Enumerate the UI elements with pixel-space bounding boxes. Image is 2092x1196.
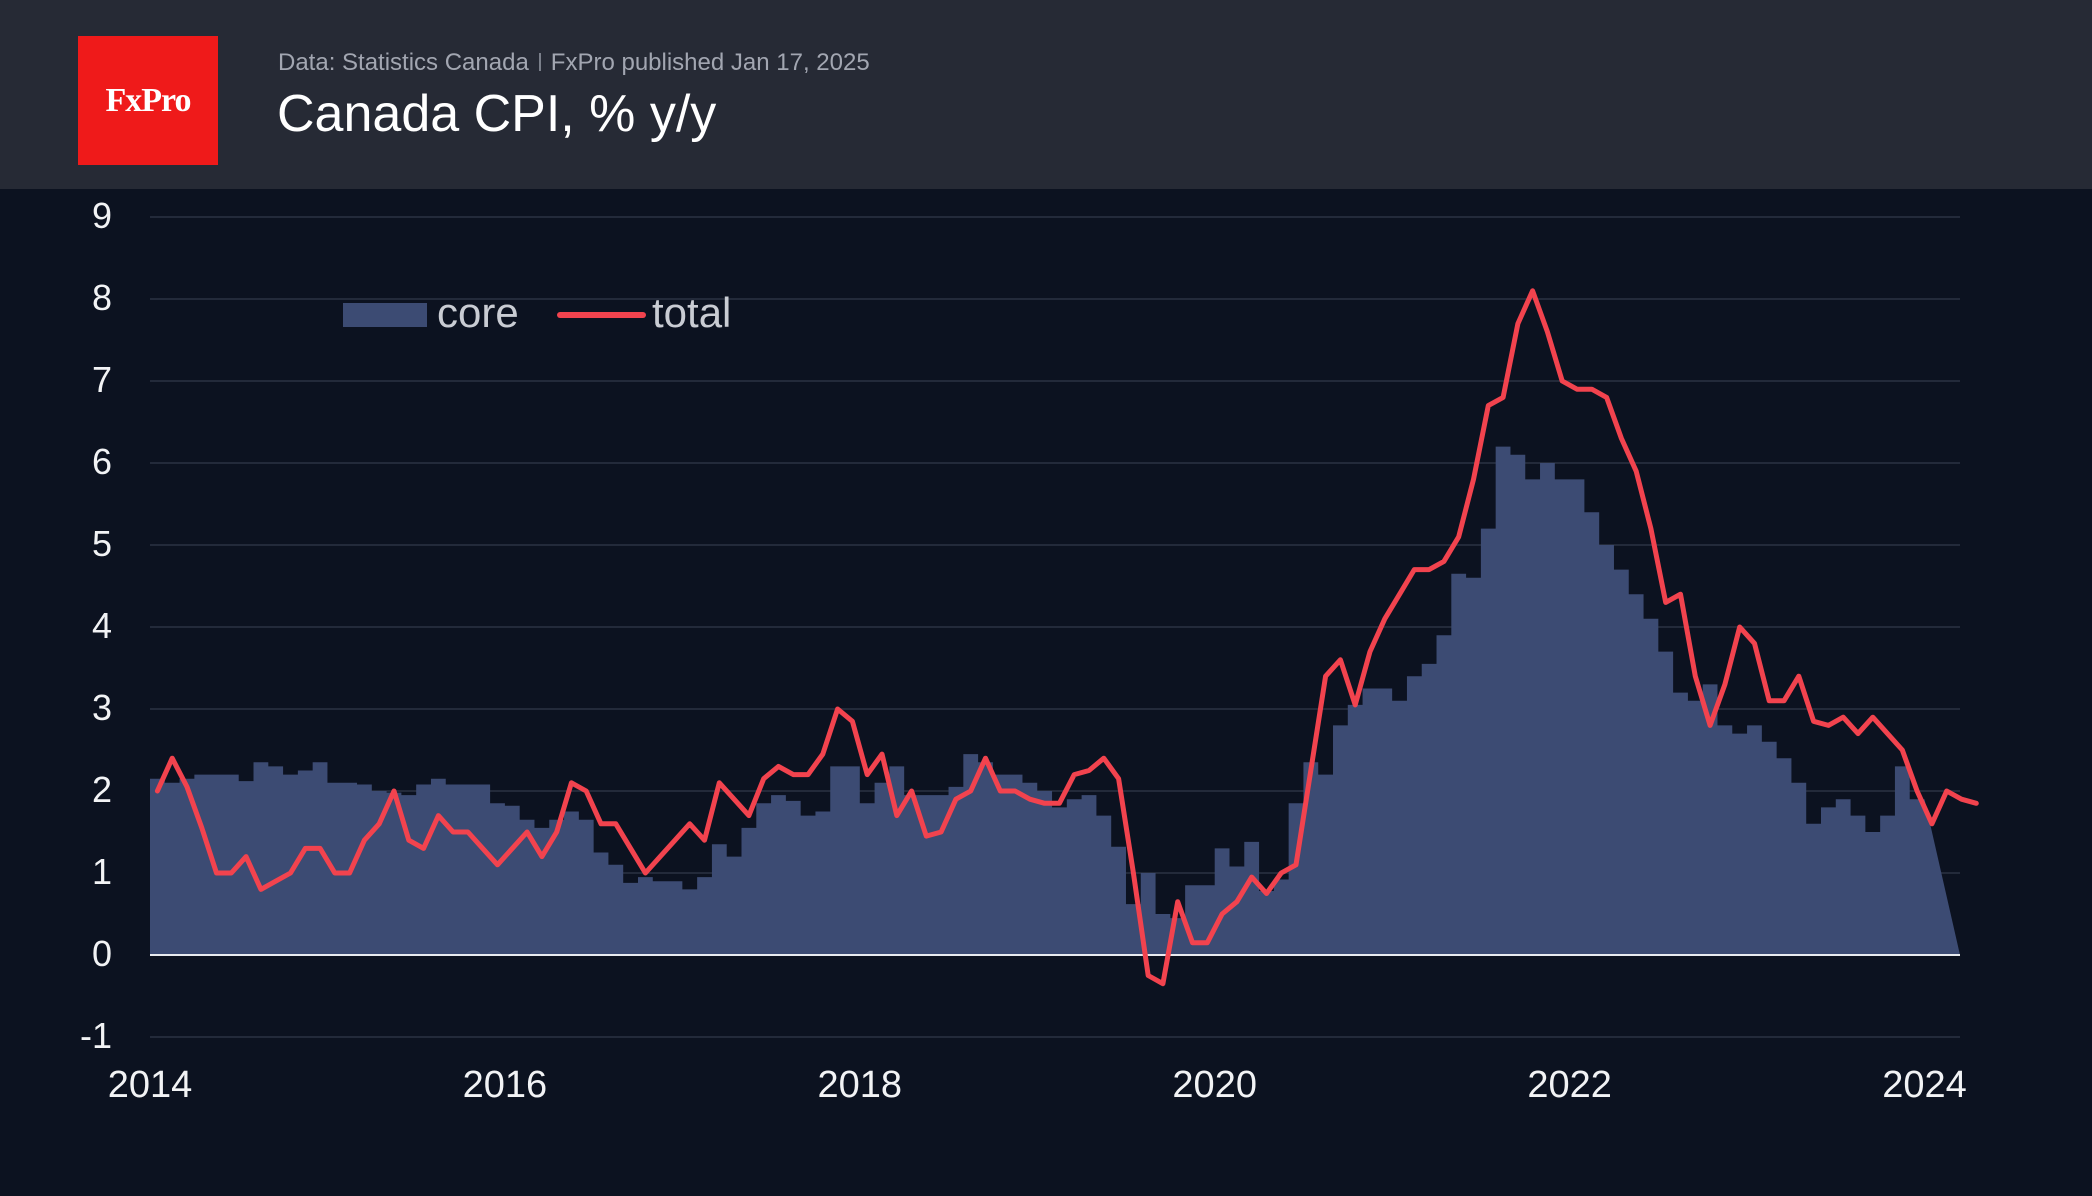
fxpro-logo: FxPro — [78, 36, 218, 165]
published-date: FxPro published Jan 17, 2025 — [550, 49, 870, 76]
legend-total-label: total — [652, 289, 731, 336]
y-tick-label: 5 — [92, 523, 112, 564]
legend-core-label: core — [437, 289, 519, 336]
y-tick-label: 1 — [92, 851, 112, 892]
page-title: Canada CPI, % y/y — [277, 85, 717, 143]
total-series-line — [154, 288, 1979, 987]
x-tick-label: 2024 — [1882, 1064, 1967, 1106]
y-tick-label: 3 — [92, 687, 112, 728]
y-tick-label: -1 — [80, 1015, 112, 1056]
y-tick-label: 9 — [92, 195, 112, 236]
legend-core-swatch — [343, 303, 427, 327]
y-tick-label: 2 — [92, 769, 112, 810]
x-tick-label: 2022 — [1527, 1064, 1612, 1106]
x-tick-label: 2016 — [463, 1064, 548, 1106]
core-series-area — [150, 446, 1960, 955]
x-tick-label: 2018 — [818, 1064, 903, 1106]
chart-metadata: Data: Statistics Canada FxPro published J… — [278, 49, 870, 77]
separator — [538, 53, 541, 71]
x-tick-label: 2020 — [1172, 1064, 1257, 1106]
y-tick-label: 0 — [92, 933, 112, 974]
y-tick-label: 8 — [92, 277, 112, 318]
data-source: Data: Statistics Canada — [278, 49, 529, 76]
header-bar: FxPro Data: Statistics Canada FxPro publi… — [0, 0, 2092, 189]
y-tick-label: 7 — [92, 359, 112, 400]
x-tick-label: 2014 — [108, 1064, 193, 1106]
y-tick-label: 4 — [92, 605, 112, 646]
y-tick-label: 6 — [92, 441, 112, 482]
